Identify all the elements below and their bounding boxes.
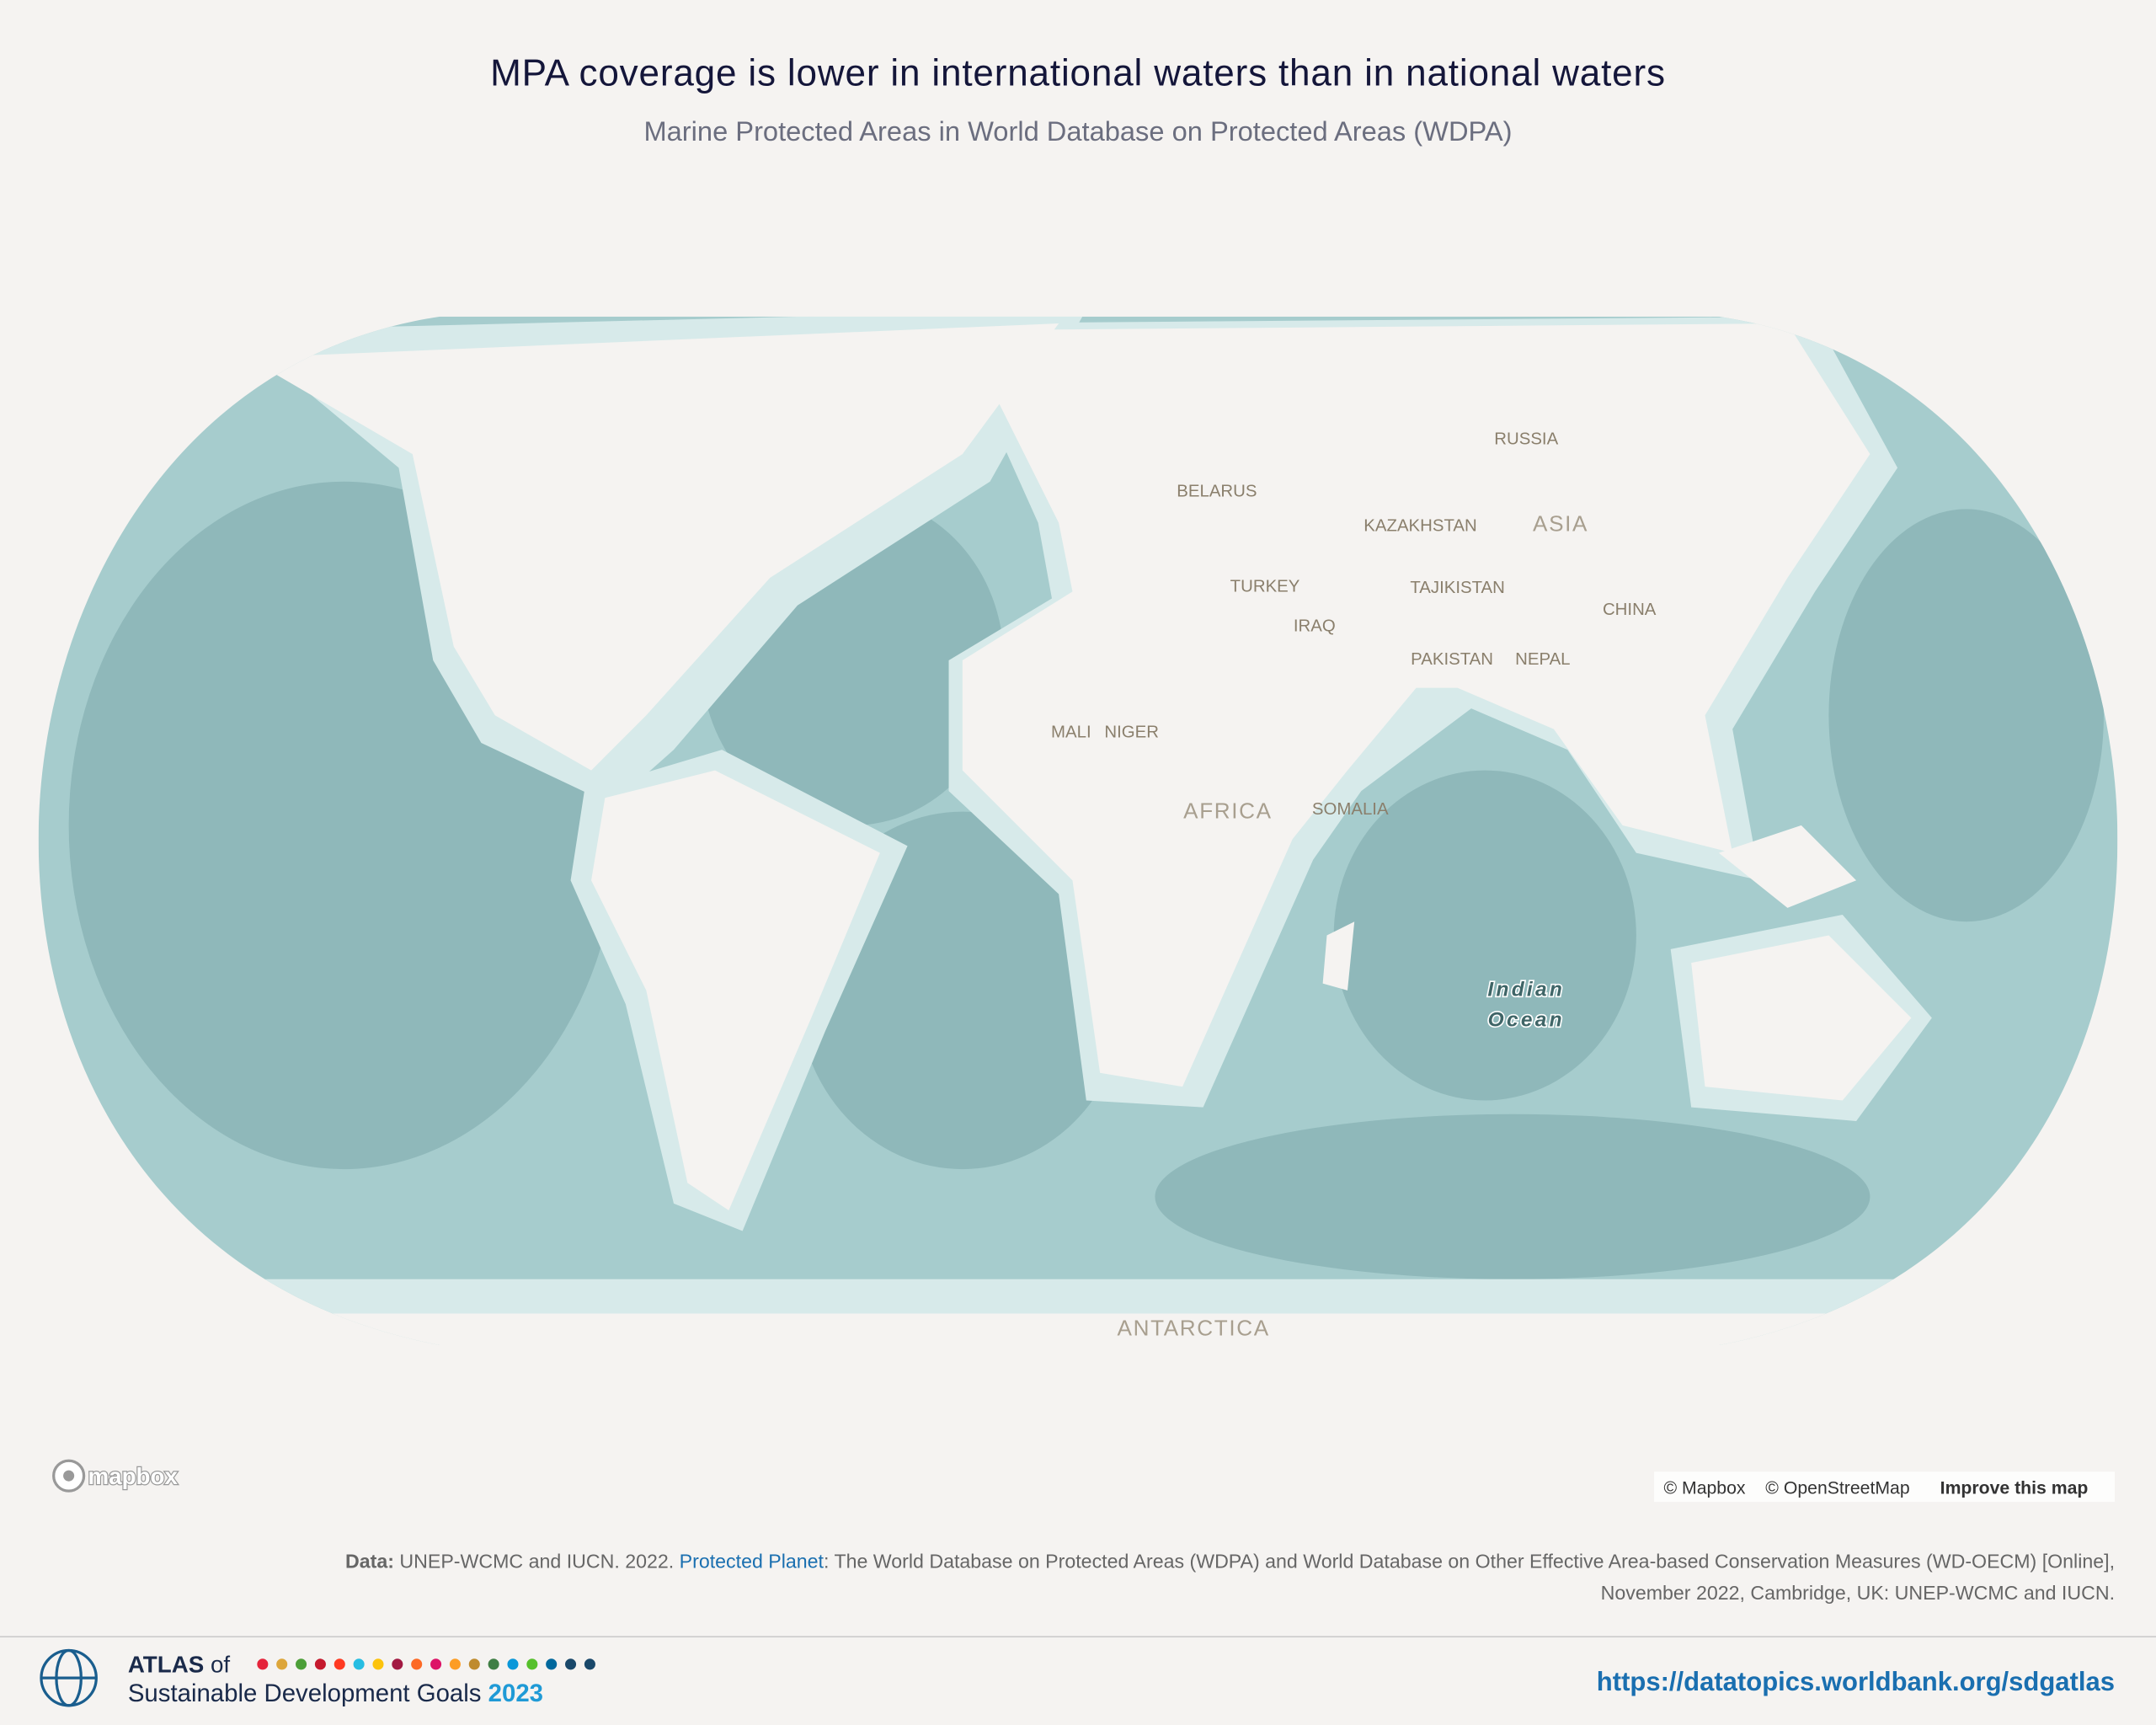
- map-label: PAKISTAN: [1411, 650, 1493, 669]
- map-label: BELARUS: [1177, 483, 1257, 501]
- source-text: UNEP-WCMC and IUCN. 2022.: [399, 1551, 674, 1573]
- map-label: TURKEY: [1230, 577, 1300, 595]
- map-label: NEPAL: [1515, 650, 1570, 669]
- atlas-url[interactable]: https://datatopics.worldbank.org/sdgatla…: [1597, 1667, 2115, 1696]
- ocean-label: Ocean: [1488, 1008, 1565, 1031]
- attribution[interactable]: © Mapbox: [1664, 1478, 1746, 1498]
- mapbox-logo: mapbox: [52, 1459, 179, 1493]
- map-labels: RUSSIA BELARUS KAZAKHSTAN ASIA TURKEY TA…: [1051, 430, 1657, 1341]
- sdg-dots: [257, 1658, 595, 1670]
- attribution[interactable]: Improve this map: [1940, 1478, 2089, 1498]
- map-label: IRAQ: [1294, 617, 1336, 636]
- source-label: Data:: [345, 1551, 394, 1573]
- ocean-label: Indian: [1487, 978, 1565, 1001]
- source-line: November 2022, Cambridge, UK: UNEP-WCMC …: [1601, 1582, 2115, 1604]
- map-label: ASIA: [1533, 511, 1588, 537]
- atlas-year: 2023: [488, 1680, 543, 1707]
- title: MPA coverage is lower in international w…: [490, 53, 1666, 94]
- map-label: AFRICA: [1183, 798, 1273, 824]
- atlas-of: of: [211, 1652, 230, 1678]
- map-label: CHINA: [1603, 601, 1657, 619]
- attribution[interactable]: © OpenStreetMap: [1765, 1478, 1909, 1498]
- subtitle: Marine Protected Areas in World Database…: [643, 115, 1512, 147]
- source-text: : The World Database on Protected Areas …: [824, 1551, 2115, 1573]
- map-label: ANTARCTICA: [1118, 1316, 1270, 1341]
- map-label: RUSSIA: [1494, 430, 1558, 449]
- map-label: NIGER: [1104, 723, 1159, 741]
- map-label: MALI: [1051, 723, 1091, 741]
- atlas-title: ATLAS of: [128, 1652, 231, 1678]
- source-link[interactable]: Protected Planet: [680, 1551, 825, 1573]
- attribution-bg: [1654, 1471, 2116, 1503]
- source-line: Data: UNEP-WCMC and IUCN. 2022. Protecte…: [345, 1551, 2115, 1573]
- atlas-name: Sustainable Development Goals: [128, 1680, 482, 1707]
- atlas-word: ATLAS: [128, 1652, 204, 1678]
- map-label: KAZAKHSTAN: [1364, 517, 1476, 536]
- wb-logo: [40, 1648, 98, 1707]
- atlas-subtitle: Sustainable Development Goals 2023: [128, 1680, 543, 1707]
- map-label: SOMALIA: [1312, 800, 1389, 819]
- map-label: TAJIKISTAN: [1410, 579, 1505, 597]
- mapbox-wordmark: mapbox: [88, 1463, 178, 1489]
- map: [38, 316, 2118, 1346]
